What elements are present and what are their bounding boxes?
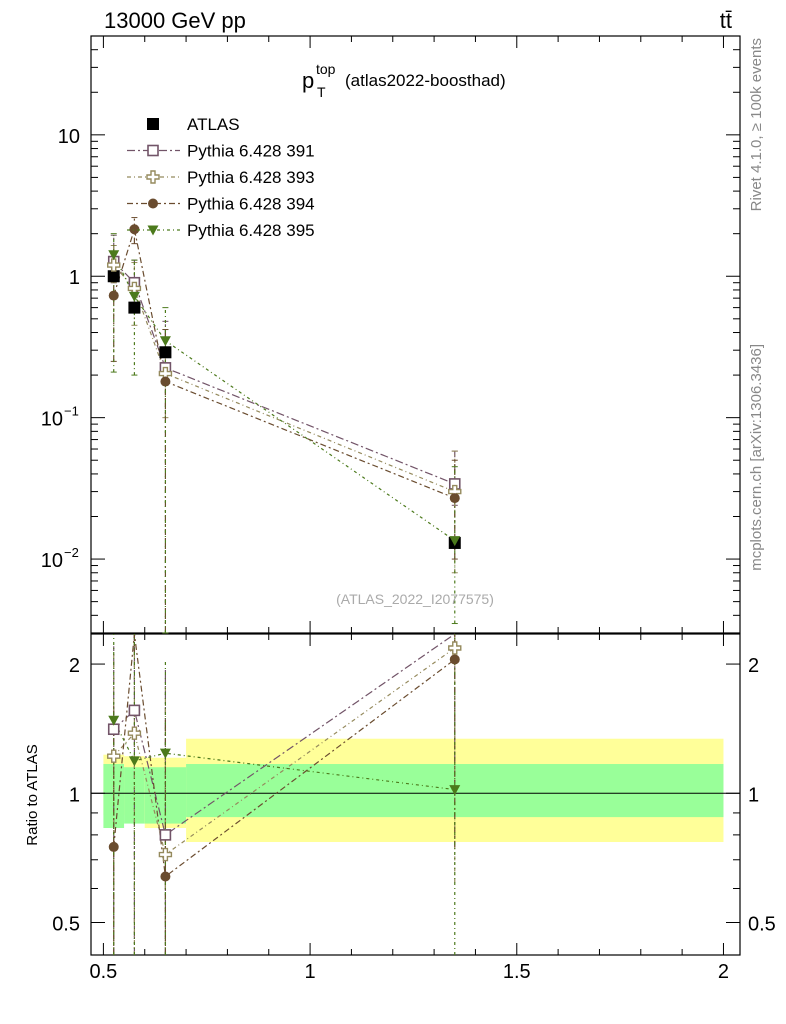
plot-title-sub: T [317,84,326,100]
legend-marker-atlas [147,118,159,130]
atlas-point [128,301,141,314]
plot-title-sup: top [316,61,336,77]
ratio-point [159,748,171,759]
watermark-label: (ATLAS_2022_I2077575) [336,591,494,607]
ratio-point [107,723,120,736]
series-point [159,336,171,347]
y-tick-label: 10 [41,409,63,431]
x-tick-label: 0.5 [89,961,117,983]
x-tick-label: 1.5 [503,961,531,983]
series-point [128,291,140,302]
ratio-tick-label-right: 2 [748,655,759,677]
legend-marker [148,198,158,209]
ratio-series-line [113,647,456,856]
plot-title-main: p [302,68,314,93]
series-point [107,258,121,272]
atlas-point [107,270,120,283]
ratio-ylabel: Ratio to ATLAS [24,744,41,845]
legend: ATLAS Pythia 6.428 391 Pythia 6.428 393 Pyt… [127,115,315,240]
ratio-point [127,726,142,740]
side-rivet-label: Rivet 4.1.0, ≥ 100k events [748,38,765,211]
ratio-bands [103,738,724,843]
ratio-point [128,704,141,717]
ratio-point [108,841,119,852]
ratio-series-line [113,633,456,836]
ratio-frame [90,633,741,956]
series-line [113,261,455,485]
plot-data [107,217,462,955]
side-mcplots-label: mcplots.cern.ch [arXiv:1306.3436] [748,344,765,571]
band-inner [124,767,145,824]
legend-label-atlas: ATLAS [187,115,240,134]
legend-marker [147,225,159,236]
ratio-point [160,871,171,882]
ratio-tick-label-right: 0.5 [748,913,776,935]
y-tick-label: 1 [69,267,80,289]
series-line [113,264,455,493]
main-frame [90,35,741,634]
header-left: 13000 GeV pp [104,8,246,33]
legend-label: Pythia 6.428 395 [187,221,315,240]
ratio-point [158,847,173,862]
ratio-point [107,749,121,763]
series-line [113,254,456,542]
series-point [129,224,140,235]
series-line [113,229,455,499]
ratio-tick-label: 1 [69,784,80,806]
ratio-tick-label: 0.5 [52,913,80,935]
legend-label: Pythia 6.428 394 [187,195,315,214]
y-tick-label: 10 [58,126,80,148]
y-tick-label-exp: −1 [64,404,79,419]
x-tick-label: 1 [305,961,316,983]
ratio-tick-label-right: 1 [748,784,759,806]
legend-label: Pythia 6.428 393 [187,168,315,187]
series-point [160,376,171,387]
legend-label: Pythia 6.428 391 [187,142,315,161]
ratio-series-line [113,719,455,791]
ratio-point [108,715,120,726]
ratio-point [128,756,140,767]
legend-marker [146,170,160,184]
y-tick-label: 10 [41,550,63,572]
series-point [108,290,119,301]
header-right: tt̄ [720,8,732,33]
x-tick-label: 2 [718,961,729,983]
atlas-point [159,346,172,359]
ratio-point [448,641,462,655]
plot-title-rest: (atlas2022-boosthad) [345,71,506,90]
series-point [108,250,120,261]
series-point [449,536,461,547]
ratio-point [159,829,172,841]
ratio-series-line [113,633,456,878]
series-point [449,493,460,504]
legend-marker [147,144,159,157]
ratio-point [449,654,460,665]
plot-title: p [302,68,314,93]
ratio-point [449,785,461,796]
ratio-tick-label: 2 [69,655,80,677]
y-tick-label-exp: −2 [64,545,79,560]
